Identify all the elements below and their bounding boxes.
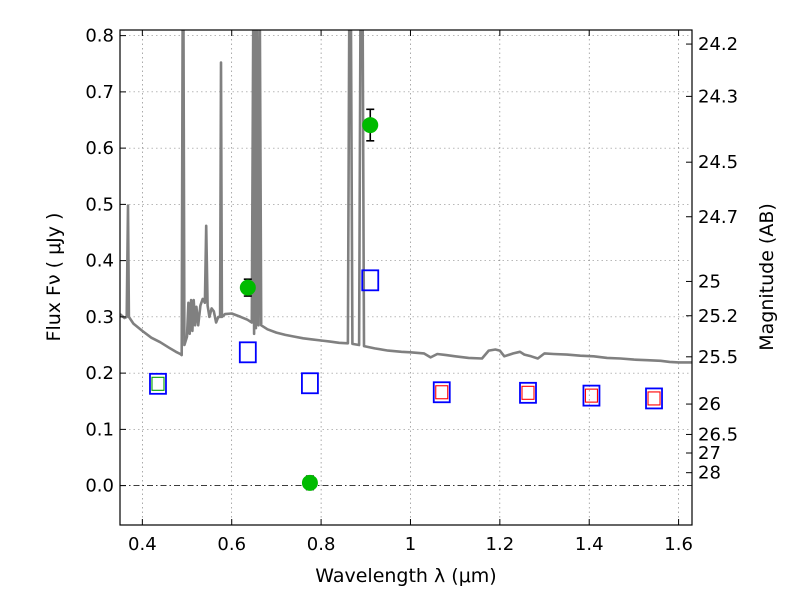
x-tick-label: 1.4 [575, 534, 604, 555]
magnitude-tick-label: 24.7 [698, 207, 738, 228]
inner-flux-square [435, 385, 449, 400]
x-tick-label: 0.8 [307, 534, 336, 555]
magnitude-tick-label: 24.3 [698, 86, 738, 107]
magnitude-tick-label: 25 [698, 271, 721, 292]
y-tick-label: 0.4 [85, 251, 114, 272]
y-tick-label: 0.6 [85, 138, 114, 159]
inner-flux-square [584, 388, 599, 403]
x-tick-label: 1.2 [486, 534, 515, 555]
observed-point-layer [239, 108, 379, 491]
y-axis-left: 0.0 0.1 0.2 0.3 0.4 0.5 0.6 0.7 0.8 [85, 26, 126, 497]
magnitude-tick-label: 25.2 [698, 306, 738, 327]
magnitude-tick-label: 26 [698, 394, 721, 415]
y-tick-label: 0.2 [85, 363, 114, 384]
y-tick-label: 0.8 [85, 26, 114, 47]
observed-flux-point [301, 474, 318, 491]
model-flux-square [238, 341, 257, 364]
observed-flux-point [362, 117, 379, 134]
y-tick-label: 0.0 [85, 476, 114, 497]
plot-frame [119, 29, 693, 526]
inner-flux-square [647, 391, 661, 406]
y-tick-label: 0.1 [85, 419, 114, 440]
magnitude-tick-label: 28 [698, 463, 721, 484]
magnitude-tick-label: 26.5 [698, 424, 738, 445]
magnitude-tick-label: 27 [698, 443, 721, 464]
observed-flux-point [239, 279, 256, 296]
model-flux-square [432, 381, 451, 404]
y-tick-label: 0.7 [85, 82, 114, 103]
model-square-layer [149, 269, 663, 410]
inner-flux-square [151, 376, 165, 391]
model-flux-square [301, 372, 319, 395]
y-tick-label: 0.5 [85, 194, 114, 215]
magnitude-tick-label: 24.2 [698, 34, 738, 55]
magnitude-tick-label: 25.5 [698, 347, 738, 368]
y2-axis-label: Magnitude (AB) [756, 203, 778, 351]
x-axis: 0.4 0.6 0.8 1 1.2 1.4 1.6 [128, 30, 693, 555]
y-tick-label: 0.3 [85, 307, 114, 328]
y-axis-label: Flux Fν ( μJy ) [43, 213, 65, 342]
model-flux-square [361, 269, 380, 292]
x-tick-label: 0.4 [128, 534, 157, 555]
spectrum-line [120, 30, 692, 364]
model-flux-square [519, 381, 537, 404]
model-flux-square [149, 372, 167, 395]
plot-background [120, 30, 692, 525]
inner-flux-square [521, 385, 535, 400]
model-flux-square [645, 387, 663, 410]
model-flux-square [582, 384, 601, 407]
x-axis-label: Wavelength λ (μm) [315, 565, 496, 587]
magnitude-tick-label: 24.5 [698, 152, 738, 173]
x-tick-label: 0.6 [217, 534, 246, 555]
spectrum-layer [120, 30, 692, 364]
x-tick-label: 1 [405, 534, 416, 555]
x-tick-label: 1.6 [664, 534, 693, 555]
